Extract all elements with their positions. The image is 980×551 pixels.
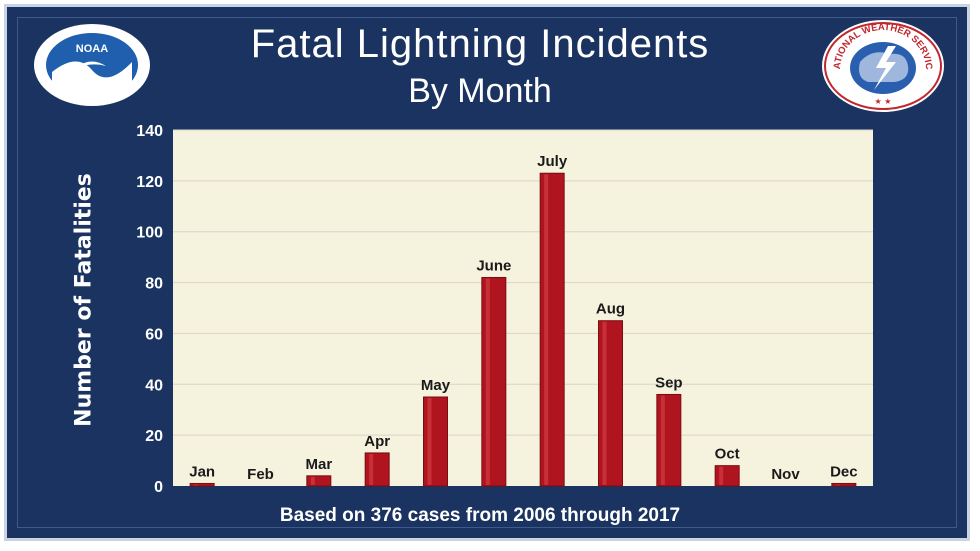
inner-border — [17, 17, 957, 528]
bar-label-nov: Nov — [771, 466, 800, 483]
bar-label-july: July — [537, 153, 568, 170]
chart-subtitle: By Month — [408, 72, 552, 110]
bar-oct — [714, 465, 740, 487]
bar-highlight — [194, 484, 199, 486]
bars — [189, 172, 857, 487]
bar-label-jan: Jan — [189, 463, 215, 480]
y-tick-label: 40 — [145, 377, 163, 394]
bar-highlight — [719, 466, 724, 485]
svg-text:★ ★: ★ ★ — [875, 97, 892, 106]
bar-highlight — [660, 395, 665, 485]
bar-jan — [189, 482, 215, 487]
plot-area — [173, 130, 873, 486]
bar-label-june: June — [476, 257, 511, 274]
bar-highlight — [602, 321, 607, 485]
y-tick-label: 0 — [154, 479, 163, 496]
bar-label-feb: Feb — [247, 466, 274, 483]
gridlines — [173, 129, 873, 436]
y-tick-label: 60 — [145, 326, 163, 343]
bar-highlight — [485, 278, 490, 485]
bar-aug — [598, 320, 623, 487]
noaa-logo-icon: NOAA — [34, 24, 150, 106]
bar-highlight — [544, 174, 549, 485]
bar-highlight — [369, 453, 374, 485]
bar-may — [423, 396, 448, 487]
bar-label-mar: Mar — [305, 456, 332, 473]
bar-dec — [831, 482, 857, 487]
bar-july — [539, 172, 565, 487]
chart-title: Fatal Lightning Incidents — [250, 22, 710, 66]
bar-mar — [306, 475, 332, 487]
y-tick-labels: 0 20 40 60 80 100 120 140 — [136, 123, 163, 496]
chart-footnote: Based on 376 cases from 2006 through 201… — [279, 505, 681, 526]
nws-logo-icon: NATIONAL WEATHER SERVICE ★ ★ — [820, 18, 944, 112]
bar-labels: Jan Feb Mar Apr May June July Aug Sep Oct Nov Dec — [189, 153, 857, 483]
noaa-logo-text: NOAA — [76, 43, 108, 55]
bar-label-oct: Oct — [715, 446, 740, 463]
bar-highlight — [835, 484, 840, 486]
bar-june — [481, 276, 507, 487]
bar-label-apr: Apr — [364, 433, 390, 450]
bar-label-sep: Sep — [655, 374, 683, 391]
bar-label-may: May — [421, 377, 451, 394]
y-tick-label: 80 — [145, 276, 163, 293]
bar-apr — [364, 452, 390, 487]
y-tick-label: 140 — [136, 123, 163, 140]
y-tick-label: 100 — [136, 225, 163, 242]
bar-label-aug: Aug — [596, 301, 625, 318]
bar-highlight — [427, 398, 432, 485]
bar-highlight — [310, 476, 315, 485]
y-tick-label: 20 — [145, 428, 163, 445]
bar-label-dec: Dec — [830, 463, 858, 480]
y-tick-label: 120 — [136, 174, 163, 191]
bar-sep — [656, 393, 682, 487]
